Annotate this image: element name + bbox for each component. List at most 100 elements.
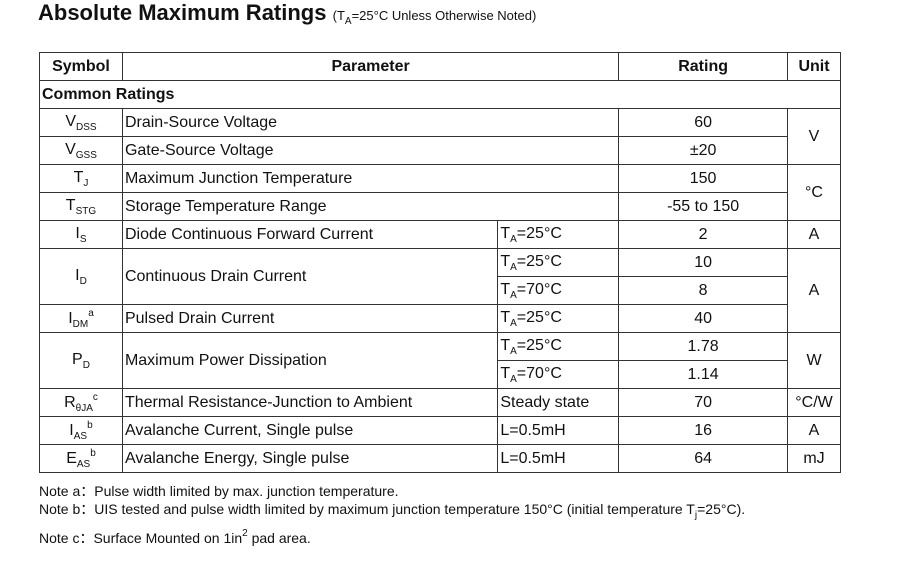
condition-cell: TA=70°C	[497, 360, 620, 389]
rating: 1.14	[687, 365, 719, 383]
parameter-cell: Thermal Resistance-Junction to Ambient	[121, 388, 499, 417]
symbol-sup: c	[92, 391, 98, 403]
header: Parameter	[121, 52, 620, 81]
unit: °C	[805, 183, 823, 201]
unit: A	[808, 421, 820, 439]
rating-cell: 150	[618, 164, 788, 193]
unit: °C/W	[795, 393, 833, 411]
condition: L=0.5mH	[500, 421, 566, 439]
symbol-sub: AS	[76, 458, 91, 470]
parameter-cell: Avalanche Current, Single pulse	[121, 416, 499, 445]
symbol: T	[73, 168, 84, 186]
condition-sub: A	[510, 233, 517, 245]
rating-cell: 1.14	[618, 360, 788, 389]
symbol-sub: θJA	[75, 402, 93, 414]
condition-sub: A	[510, 373, 517, 385]
title-note: (TA=25°C Unless Otherwise Noted)	[333, 8, 537, 27]
header: Symbol	[39, 52, 123, 81]
condition-sub: A	[510, 317, 517, 329]
note-text: Surface Mounted on 1in	[93, 530, 243, 546]
condition-cell: Steady state	[497, 388, 620, 417]
condition-cell: TA=25°C	[497, 304, 620, 333]
symbol-cell: ID	[39, 248, 123, 305]
condition-cell: L=0.5mH	[497, 416, 620, 445]
symbol-sup: b	[87, 419, 93, 431]
title: Absolute Maximum Ratings	[38, 0, 327, 25]
symbol: E	[66, 449, 77, 467]
rating-cell: -55 to 150	[618, 192, 788, 221]
unit-cell: °C	[786, 164, 842, 221]
note: Note a：Pulse width limited by max. junct…	[39, 482, 745, 500]
condition: =25°C	[516, 308, 562, 326]
note: Note b：UIS tested and pulse width limite…	[39, 500, 745, 525]
row: TSTG Storage Temperature Range -55 to 150	[39, 192, 841, 221]
unit: W	[806, 351, 822, 369]
symbol-sub: DSS	[76, 121, 97, 133]
symbol-cell: IASb	[39, 416, 123, 445]
symbol-sub: J	[83, 177, 89, 189]
parameter: Avalanche Energy, Single pulse	[124, 449, 350, 467]
rating: 150	[689, 169, 717, 187]
symbol: R	[64, 393, 76, 411]
symbol-sub: AS	[73, 430, 88, 442]
rating: 1.78	[687, 337, 719, 355]
row: RθJAc Thermal Resistance-Junction to Ambi…	[39, 388, 842, 417]
rating: -55 to 150	[667, 197, 740, 215]
symbol: T	[65, 196, 76, 214]
symbol-sub: DM	[72, 318, 89, 330]
symbol: V	[65, 112, 77, 130]
condition-cell: TA=25°C	[497, 220, 620, 249]
section: Common Ratings	[39, 80, 841, 109]
condition-cell: TA=25°C	[497, 332, 620, 361]
parameter-cell: Drain-Source Voltage	[121, 108, 620, 137]
parameter-cell: Storage Temperature Range	[121, 192, 620, 221]
rating-cell: 40	[618, 304, 788, 333]
rating: 64	[694, 449, 712, 467]
rating: ±20	[689, 141, 717, 159]
condition: T	[500, 308, 511, 326]
row: TA=70°C 1.14	[40, 360, 841, 389]
ratings-table: Symbol Parameter Rating Unit Common Rati…	[39, 52, 842, 473]
symbol-cell: IDMa	[39, 304, 123, 333]
unit-cell: A	[786, 416, 842, 445]
condition: =25°C	[516, 336, 562, 354]
unit-cell: W	[786, 332, 842, 389]
note-text: pad area.	[247, 530, 311, 546]
rating-cell: 10	[618, 248, 788, 277]
rating-cell: ±20	[618, 136, 788, 165]
symbol-cell: VGSS	[39, 136, 123, 165]
table-body: VDSS Drain-Source Voltage 60 V VGSS Gate-Sour…	[39, 108, 842, 473]
rating-cell: 64	[618, 444, 788, 473]
symbol: V	[65, 140, 76, 158]
note-label: Note a：	[39, 483, 95, 499]
symbol-sup: a	[88, 307, 94, 319]
rating: 40	[694, 309, 712, 327]
unit: A	[808, 225, 820, 243]
header: Unit	[786, 52, 842, 81]
note-text: UIS tested and pulse width limited by ma…	[94, 501, 695, 517]
symbol-cell: PD	[39, 332, 123, 389]
row: VDSS Drain-Source Voltage 60 V	[39, 108, 842, 165]
condition: T	[500, 280, 511, 298]
unit: A	[808, 281, 820, 299]
symbol: I	[75, 224, 80, 242]
symbol-sub: STG	[75, 205, 97, 217]
notes: Note a：Pulse width limited by max. junct…	[39, 482, 745, 547]
note-text: =25°C).	[697, 501, 746, 517]
parameter: Continuous Drain Current	[124, 267, 307, 285]
condition: T	[500, 336, 511, 354]
parameter: Diode Continuous Forward Current	[124, 225, 374, 243]
parameter: Maximum Power Dissipation	[124, 351, 327, 369]
symbol-sub: S	[79, 233, 87, 245]
parameter-cell: Maximum Power Dissipation	[121, 332, 499, 389]
condition: =25°C	[516, 252, 562, 270]
rating: 2	[698, 225, 708, 243]
condition: T	[500, 252, 511, 270]
note-label: Note c：	[39, 530, 94, 546]
rating-cell: 70	[618, 388, 788, 417]
row: IS Diode Continuous Forward Current TA=25°…	[39, 220, 842, 249]
symbol-sub: D	[79, 275, 87, 287]
condition: Steady state	[500, 393, 590, 411]
note-sub: A	[344, 16, 352, 27]
parameter-cell: Diode Continuous Forward Current	[121, 220, 499, 249]
